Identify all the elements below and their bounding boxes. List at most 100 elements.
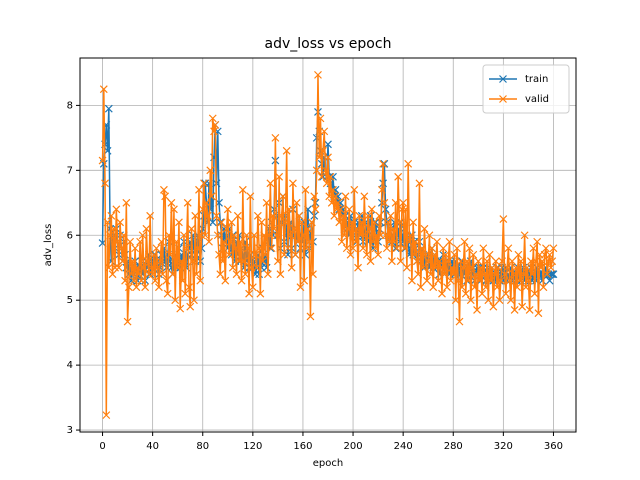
point-marker <box>397 205 406 214</box>
point-marker <box>416 283 425 292</box>
point-marker <box>510 306 519 314</box>
point-marker <box>350 185 359 194</box>
point-marker <box>410 250 419 259</box>
point-marker <box>141 283 150 292</box>
point-marker <box>444 257 453 266</box>
x-tick-label: 0 <box>99 441 105 452</box>
point-marker <box>286 231 295 240</box>
point-marker <box>445 237 454 246</box>
point-marker <box>454 276 463 285</box>
point-marker <box>263 270 272 279</box>
point-marker <box>428 244 436 253</box>
point-marker <box>166 250 175 259</box>
point-marker <box>433 237 441 246</box>
point-marker <box>246 192 255 201</box>
legend-marker <box>499 75 507 83</box>
point-marker <box>395 218 404 227</box>
point-marker <box>351 237 360 246</box>
point-marker <box>377 185 386 194</box>
point-marker <box>136 237 145 246</box>
point-marker <box>537 263 545 272</box>
point-marker <box>449 270 458 279</box>
point-marker <box>440 270 449 279</box>
point-marker <box>359 244 367 253</box>
point-marker <box>499 215 508 223</box>
point-marker <box>361 231 370 240</box>
point-marker <box>111 263 119 272</box>
point-marker <box>516 257 525 266</box>
point-marker <box>285 205 294 214</box>
point-marker <box>181 289 190 298</box>
point-marker <box>127 270 136 279</box>
point-marker <box>381 231 390 240</box>
point-marker <box>216 270 225 279</box>
point-marker <box>187 224 196 233</box>
point-marker <box>399 198 408 207</box>
point-marker <box>146 211 155 220</box>
point-marker <box>268 211 277 220</box>
point-marker <box>501 289 510 298</box>
legend-label: train <box>525 74 548 85</box>
point-marker <box>207 192 216 201</box>
point-marker <box>243 244 252 253</box>
point-marker <box>489 302 498 311</box>
point-marker <box>153 263 162 272</box>
y-tick-label: 7 <box>67 165 73 176</box>
point-marker <box>336 205 345 214</box>
point-marker <box>345 205 354 214</box>
point-marker <box>276 270 285 279</box>
y-axis-label: adv_loss <box>43 224 54 267</box>
point-marker <box>138 231 147 240</box>
point-marker <box>205 237 213 246</box>
point-marker <box>430 250 439 259</box>
x-tick-label: 360 <box>544 441 563 452</box>
point-marker <box>231 244 240 253</box>
x-tick-label: 240 <box>394 441 413 452</box>
point-marker <box>162 276 171 285</box>
point-marker <box>200 179 208 188</box>
point-marker <box>300 276 309 285</box>
point-marker <box>346 250 355 259</box>
point-marker <box>294 237 302 246</box>
point-marker <box>380 159 389 168</box>
point-marker <box>171 296 180 305</box>
point-marker <box>380 198 389 207</box>
point-marker <box>167 198 176 207</box>
point-marker <box>411 237 420 246</box>
point-marker <box>282 146 291 155</box>
point-marker <box>255 244 264 253</box>
point-marker <box>283 250 292 259</box>
point-marker <box>461 289 470 298</box>
point-marker <box>465 244 474 253</box>
point-marker <box>547 263 555 272</box>
point-marker <box>208 218 217 227</box>
point-marker <box>238 185 247 194</box>
point-marker <box>324 140 332 149</box>
point-marker <box>157 237 166 246</box>
point-marker <box>463 257 471 266</box>
point-marker <box>213 231 222 240</box>
point-marker <box>386 211 395 220</box>
point-marker <box>485 250 494 259</box>
point-marker <box>474 257 483 266</box>
point-marker <box>390 237 399 246</box>
point-marker <box>159 185 168 194</box>
plot-frame <box>79 57 577 433</box>
point-marker <box>107 211 116 220</box>
point-marker <box>101 179 109 188</box>
point-marker <box>222 224 231 233</box>
point-marker <box>163 289 172 298</box>
point-marker <box>334 198 342 207</box>
point-marker <box>544 257 553 266</box>
point-marker <box>291 250 300 259</box>
point-marker <box>147 263 156 272</box>
point-marker <box>156 257 165 266</box>
point-marker <box>116 218 125 227</box>
point-marker <box>402 263 411 272</box>
point-marker <box>435 257 444 266</box>
point-marker <box>208 114 217 123</box>
point-marker <box>165 231 173 240</box>
x-tick-label: 120 <box>243 441 262 452</box>
point-marker <box>419 263 428 272</box>
